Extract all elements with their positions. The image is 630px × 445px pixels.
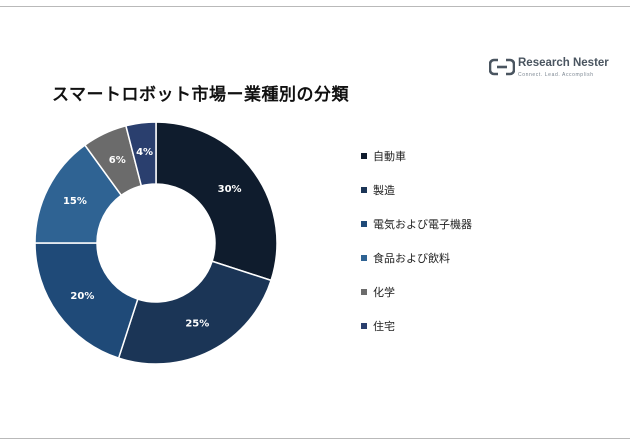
slice-percent-label: 25% bbox=[185, 319, 209, 330]
legend-item: 住宅 bbox=[361, 318, 395, 334]
legend-label: 自動車 bbox=[373, 150, 406, 163]
research-nester-logo: Research Nester Connect. Lead. Accomplis… bbox=[489, 56, 609, 82]
slice-percent-label: 20% bbox=[70, 291, 94, 302]
chart-title: スマートロボット市場ー業種別の分類 bbox=[52, 85, 349, 105]
legend-item: 化学 bbox=[361, 284, 395, 300]
donut-slice bbox=[155, 121, 278, 282]
legend-swatch bbox=[361, 187, 367, 193]
logo-mark-icon bbox=[489, 58, 515, 76]
legend-swatch bbox=[361, 153, 367, 159]
legend-label: 製造 bbox=[373, 184, 395, 197]
donut-slice bbox=[124, 121, 157, 187]
donut-slice bbox=[34, 242, 139, 360]
bottom-divider bbox=[0, 438, 630, 439]
slice-percent-label: 6% bbox=[109, 155, 126, 166]
donut-slice bbox=[117, 260, 273, 365]
logo-name: Research Nester bbox=[518, 57, 609, 69]
legend-item: 電気および電子機器 bbox=[361, 216, 472, 232]
legend-label: 食品および飲料 bbox=[373, 252, 450, 265]
legend-label: 化学 bbox=[373, 286, 395, 299]
legend-item: 食品および飲料 bbox=[361, 250, 450, 266]
slice-percent-label: 15% bbox=[63, 196, 87, 207]
slice-percent-label: 4% bbox=[136, 147, 153, 158]
slice-percent-label: 30% bbox=[218, 184, 242, 195]
legend-swatch bbox=[361, 255, 367, 261]
logo-tagline: Connect. Lead. Accomplish bbox=[518, 72, 594, 78]
donut-slices bbox=[34, 121, 278, 365]
donut-slice-labels: 30% 25% 20% 15% 6% 4% bbox=[63, 147, 242, 329]
legend-swatch bbox=[361, 221, 367, 227]
legend-label: 住宅 bbox=[373, 320, 395, 333]
legend-swatch bbox=[361, 289, 367, 295]
legend-label: 電気および電子機器 bbox=[373, 218, 472, 231]
top-divider bbox=[0, 6, 630, 7]
legend-swatch bbox=[361, 323, 367, 329]
legend-item: 自動車 bbox=[361, 148, 406, 164]
legend-item: 製造 bbox=[361, 182, 395, 198]
